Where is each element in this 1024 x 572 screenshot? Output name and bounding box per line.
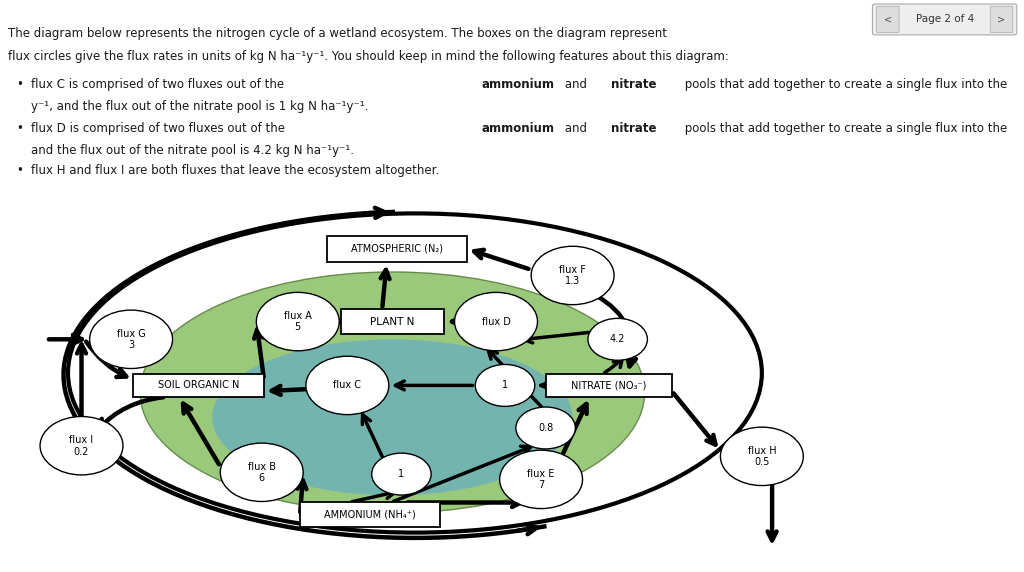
FancyBboxPatch shape [327,236,467,262]
Ellipse shape [212,339,572,495]
Text: NITRATE (NO₃⁻): NITRATE (NO₃⁻) [571,380,646,391]
Text: flux A
5: flux A 5 [284,311,311,332]
Text: ammonium: ammonium [481,78,554,91]
Ellipse shape [500,450,583,509]
Text: Page 2 of 4: Page 2 of 4 [915,14,974,25]
Text: flux E
7: flux E 7 [527,468,555,490]
Text: SOIL ORGANIC N: SOIL ORGANIC N [158,380,240,391]
Text: and: and [561,78,591,91]
Ellipse shape [256,292,339,351]
Ellipse shape [220,443,303,502]
Text: flux H and flux I are both fluxes that leave the ecosystem altogether.: flux H and flux I are both fluxes that l… [31,164,439,177]
Text: The diagram below represents the nitrogen cycle of a wetland ecosystem. The boxe: The diagram below represents the nitroge… [8,27,671,41]
Text: •: • [16,164,24,177]
Ellipse shape [721,427,803,486]
Text: nitrate: nitrate [611,122,656,136]
Text: AMMONIUM (NH₄⁺): AMMONIUM (NH₄⁺) [324,510,416,520]
Ellipse shape [588,319,647,360]
Text: and the flux out of the nitrate pool is 4.2 kg N ha⁻¹y⁻¹.: and the flux out of the nitrate pool is … [31,144,353,157]
Ellipse shape [516,407,575,449]
Text: •: • [16,78,24,91]
Text: flux C: flux C [334,380,361,391]
FancyBboxPatch shape [546,374,672,397]
Text: 1: 1 [398,469,404,479]
Text: >: > [997,14,1006,25]
Text: pools that add together to create a single flux into the: pools that add together to create a sing… [681,122,1012,136]
Ellipse shape [90,310,172,368]
Text: 4.2: 4.2 [610,334,626,344]
Text: flux C is comprised of two fluxes out of the: flux C is comprised of two fluxes out of… [31,78,288,91]
Text: 1: 1 [502,380,508,391]
Ellipse shape [372,453,431,495]
Text: •: • [16,122,24,136]
Text: flux G
3: flux G 3 [117,328,145,350]
FancyBboxPatch shape [133,374,264,397]
Ellipse shape [40,416,123,475]
Text: and: and [561,122,591,136]
Text: y⁻¹, and the flux out of the nitrate pool is 1 kg N ha⁻¹y⁻¹.: y⁻¹, and the flux out of the nitrate poo… [31,100,368,113]
Text: nitrate: nitrate [611,78,656,91]
Text: 0.8: 0.8 [538,423,553,433]
FancyBboxPatch shape [872,4,1017,35]
Text: <: < [884,14,892,25]
FancyBboxPatch shape [990,6,1013,33]
Text: pools that add together to create a single flux into the: pools that add together to create a sing… [681,78,1012,91]
FancyBboxPatch shape [877,6,899,33]
Ellipse shape [306,356,389,415]
Text: flux H
0.5: flux H 0.5 [748,446,776,467]
Ellipse shape [140,272,645,513]
Text: flux F
1.3: flux F 1.3 [559,265,586,286]
Text: flux circles give the flux rates in units of kg N ha⁻¹y⁻¹. You should keep in mi: flux circles give the flux rates in unit… [8,50,729,63]
FancyBboxPatch shape [341,309,444,334]
Text: flux B
6: flux B 6 [248,462,275,483]
Ellipse shape [531,247,614,305]
Text: flux D: flux D [481,316,510,327]
Ellipse shape [475,364,535,406]
Text: flux D is comprised of two fluxes out of the: flux D is comprised of two fluxes out of… [31,122,289,136]
Text: PLANT N: PLANT N [371,316,415,327]
FancyBboxPatch shape [300,502,439,527]
Text: ammonium: ammonium [481,122,554,136]
Ellipse shape [455,292,538,351]
Text: ATMOSPHERIC (N₂): ATMOSPHERIC (N₂) [351,244,443,254]
Text: flux I
0.2: flux I 0.2 [70,435,93,456]
